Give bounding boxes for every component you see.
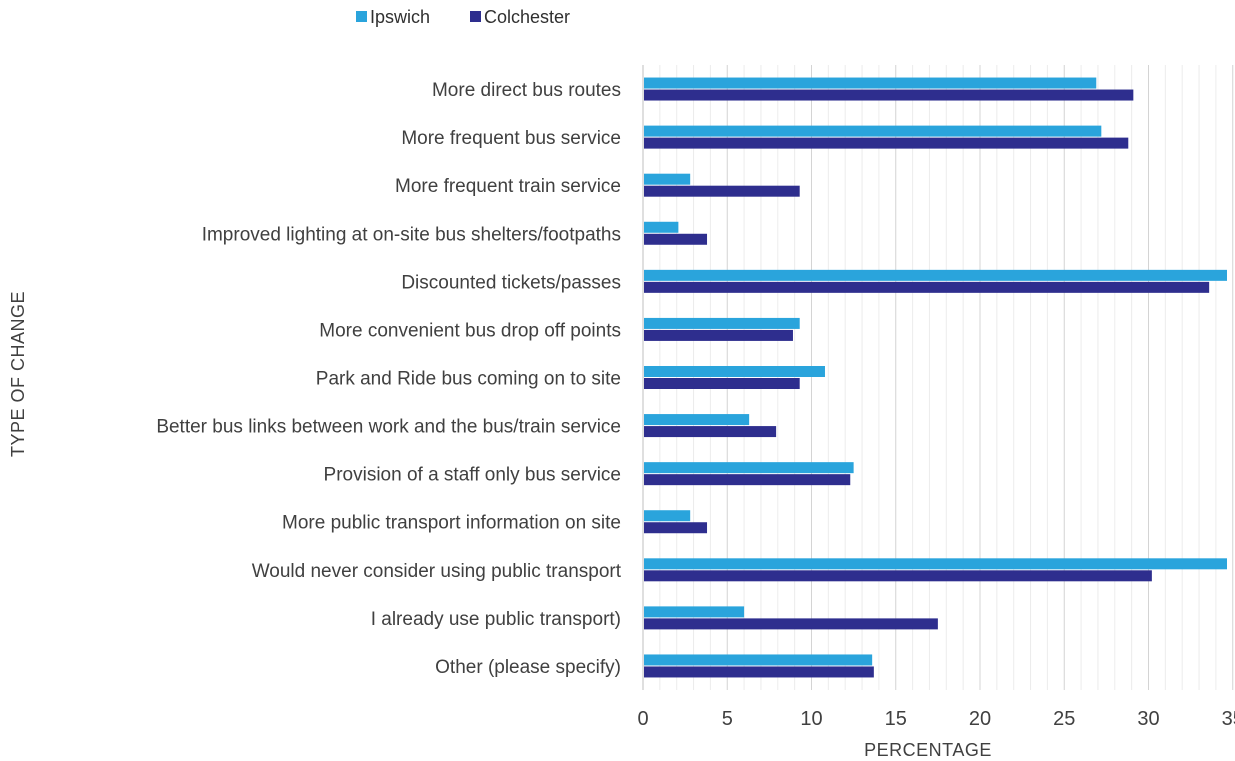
bar-colchester: [644, 426, 777, 438]
bar-ipswich: [644, 654, 873, 666]
gridlines: [642, 65, 1234, 690]
x-tick-label: 5: [722, 708, 733, 730]
bar-colchester: [644, 281, 1210, 293]
x-tick-label: 10: [800, 708, 822, 730]
bar-ipswich: [644, 606, 745, 618]
x-tick-label: 15: [885, 708, 907, 730]
bar-colchester: [644, 185, 800, 197]
category-labels: More direct bus routes More frequent bus …: [156, 80, 621, 678]
category-label: More convenient bus drop off points: [319, 320, 621, 341]
category-label: Provision of a staff only bus service: [324, 465, 621, 486]
category-label: Would never consider using public transp…: [252, 561, 622, 582]
legend-label-ipswich: Ipswich: [370, 7, 430, 27]
bars: [644, 77, 1227, 678]
bar-colchester: [644, 666, 874, 678]
bar-ipswich: [644, 510, 691, 522]
bar-colchester: [644, 618, 938, 630]
bar-ipswich: [644, 125, 1102, 137]
category-label: Discounted tickets/passes: [401, 272, 621, 293]
x-axis-title: PERCENTAGE: [864, 740, 992, 760]
bar-colchester: [644, 329, 793, 341]
bar-ipswich: [644, 317, 800, 329]
bar-ipswich: [644, 173, 691, 185]
bar-ipswich: [644, 77, 1097, 89]
bar-ipswich: [644, 462, 854, 474]
x-tick-label: 25: [1053, 708, 1075, 730]
y-axis-title: TYPE OF CHANGE: [8, 291, 28, 457]
x-tick-label: 30: [1137, 708, 1159, 730]
legend-label-colchester: Colchester: [484, 7, 570, 27]
bar-ipswich: [644, 414, 750, 426]
bar-colchester: [644, 89, 1134, 101]
x-tick-label: 0: [637, 708, 648, 730]
category-label: I already use public transport): [371, 609, 621, 630]
x-tick-label: 20: [969, 708, 991, 730]
category-label: More frequent bus service: [401, 128, 621, 149]
category-label: Park and Ride bus coming on to site: [316, 369, 621, 390]
bar-ipswich: [644, 366, 825, 377]
bar-ipswich: [644, 221, 679, 233]
category-label: Other (please specify): [435, 657, 621, 678]
category-label: Improved lighting at on-site bus shelter…: [202, 224, 621, 245]
category-label: More frequent train service: [395, 176, 621, 197]
bar-colchester: [644, 522, 708, 534]
category-label: Better bus links between work and the bu…: [156, 417, 621, 438]
bar-ipswich: [644, 558, 1227, 570]
bar-colchester: [644, 233, 708, 245]
legend: Ipswich Colchester: [356, 7, 570, 27]
category-label: More direct bus routes: [432, 80, 621, 101]
category-label: More public transport information on sit…: [282, 513, 621, 534]
x-tick-labels: 0 5 10 15 20 25 30 35: [637, 708, 1235, 730]
x-tick-label: 35: [1222, 708, 1235, 730]
bar-colchester: [644, 474, 851, 486]
bar-colchester: [644, 570, 1152, 582]
legend-swatch-colchester: [470, 11, 481, 22]
bar-ipswich: [644, 269, 1227, 281]
legend-swatch-ipswich: [356, 11, 367, 22]
bar-colchester: [644, 378, 800, 389]
bar-colchester: [644, 137, 1129, 149]
